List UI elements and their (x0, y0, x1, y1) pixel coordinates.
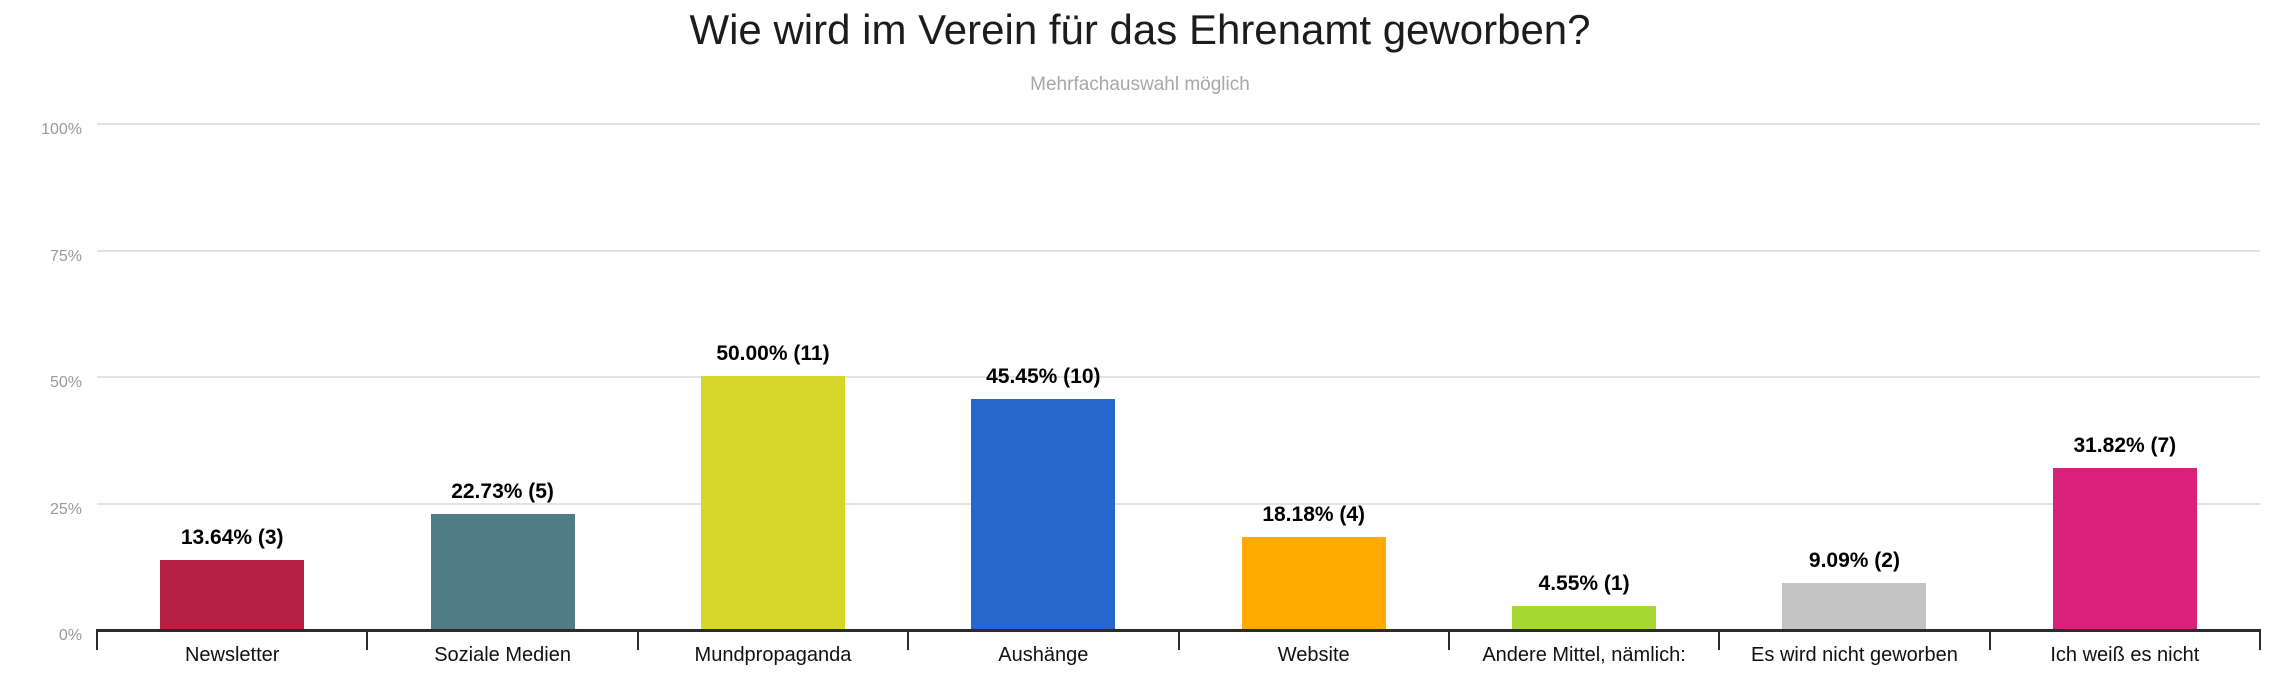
bar-aush-nge (971, 399, 1116, 629)
bar-website (1241, 537, 1386, 629)
bar-value-label: 18.18% (4) (1262, 503, 1366, 527)
gridline-100 (97, 123, 2260, 125)
category-label: Website (1277, 644, 1350, 666)
bar-ich-wei-es-nicht (2052, 468, 2197, 629)
plot-area: 13.64% (3) Newsletter 22.73% (5) Soziale Me… (96, 123, 2261, 666)
bar-newsletter (160, 559, 305, 629)
x-axis-tick (637, 629, 639, 650)
x-axis-tick (1178, 629, 1180, 650)
x-axis-tick (1448, 629, 1450, 650)
bar-value-label: 9.09% (2) (1808, 549, 1900, 573)
category-label: Andere Mittel, nämlich: (1482, 644, 1686, 666)
bar-value-label: 50.00% (11) (716, 342, 830, 365)
bar-value-label: 13.64% (3) (180, 525, 284, 549)
y-axis-label: 25% (49, 500, 82, 518)
x-axis-tick (2259, 629, 2261, 650)
category-label: Mundpropaganda (694, 644, 852, 666)
x-axis-tick (366, 629, 368, 650)
bar-es-wird-nicht-geworben (1782, 583, 1927, 629)
category-label: Newsletter (184, 644, 280, 666)
chart-subtitle: Mehrfachauswahl möglich (1030, 74, 1250, 95)
y-axis-label: 50% (49, 374, 82, 391)
y-axis-label: 75% (49, 247, 82, 265)
category-label: Aushänge (998, 644, 1089, 666)
gridline-75 (97, 249, 2260, 252)
gridline-50 (97, 376, 2260, 378)
category-label: Es wird nicht geworben (1751, 644, 1958, 666)
bar-value-label: 45.45% (10) (986, 365, 1101, 389)
bar-mundpropaganda (700, 376, 845, 629)
x-axis-tick (907, 629, 909, 650)
chart-title: Wie wird im Verein für das Ehrenamt gewo… (689, 6, 1591, 53)
x-axis-tick (1718, 629, 1720, 650)
y-axis-label: 100% (41, 121, 82, 138)
x-axis-tick (96, 629, 98, 650)
bar-soziale-medien (430, 514, 575, 629)
bar-andere-mittel-n-mlich (1512, 605, 1657, 629)
category-label: Soziale Medien (434, 644, 571, 666)
gridline-25 (97, 502, 2260, 505)
bar-value-label: 22.73% (5) (451, 480, 554, 503)
bar-value-label: 31.82% (7) (2073, 434, 2177, 457)
x-axis-tick (1989, 629, 1991, 650)
y-axis-label: 0% (58, 627, 82, 644)
category-label: Ich weiß es nicht (2050, 644, 2200, 666)
bar-value-label: 4.55% (1) (1538, 571, 1630, 595)
